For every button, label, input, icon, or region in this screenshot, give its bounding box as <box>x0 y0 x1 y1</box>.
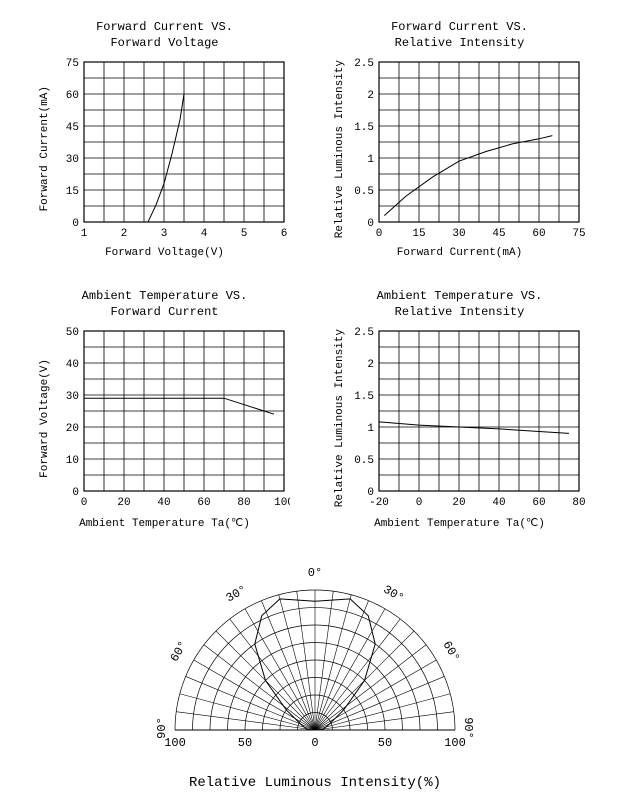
svg-text:40: 40 <box>157 497 170 509</box>
polar-xlabel: Relative Luminous Intensity(%) <box>189 775 441 791</box>
chart-4-xlabel: Ambient Temperature Ta(℃) <box>374 516 545 530</box>
svg-text:20: 20 <box>452 497 465 509</box>
chart-3-xlabel: Ambient Temperature Ta(℃) <box>79 516 250 530</box>
svg-text:0: 0 <box>72 218 79 230</box>
polar-chart: 90°60°30°0°30°60°90°10050050100 Relative… <box>20 560 610 791</box>
svg-text:60: 60 <box>532 497 545 509</box>
svg-text:40: 40 <box>492 497 505 509</box>
svg-text:60°: 60° <box>440 639 463 665</box>
svg-text:2: 2 <box>367 90 374 102</box>
svg-text:15: 15 <box>66 186 79 198</box>
svg-text:0.5: 0.5 <box>354 186 374 198</box>
svg-text:4: 4 <box>201 228 208 240</box>
svg-text:1: 1 <box>81 228 88 240</box>
svg-text:2.5: 2.5 <box>354 327 374 339</box>
polar-svg: 90°60°30°0°30°60°90°10050050100 <box>135 560 495 770</box>
svg-text:0: 0 <box>416 497 423 509</box>
svg-text:100: 100 <box>444 736 466 750</box>
svg-text:75: 75 <box>572 228 585 240</box>
chart-3-svg: 0 20 40 60 80 100 0 10 20 30 40 50 <box>56 325 290 511</box>
svg-text:30: 30 <box>66 391 79 403</box>
svg-text:20: 20 <box>66 423 79 435</box>
svg-text:100: 100 <box>164 736 186 750</box>
svg-text:1: 1 <box>367 154 374 166</box>
svg-text:5: 5 <box>241 228 248 240</box>
svg-text:0°: 0° <box>308 566 322 580</box>
chart-2: Forward Current VS. Relative Intensity R… <box>322 20 597 259</box>
chart-1-svg: 12345601530456075 <box>56 56 290 242</box>
svg-text:2: 2 <box>121 228 128 240</box>
svg-text:30°: 30° <box>224 583 250 606</box>
svg-text:10: 10 <box>66 455 79 467</box>
svg-text:50: 50 <box>66 327 79 339</box>
chart-3: Ambient Temperature VS. Forward Current … <box>33 289 296 530</box>
chart-4-ylabel: Relative Luminous Intensity <box>334 329 346 507</box>
svg-text:15: 15 <box>412 228 425 240</box>
chart-4-title: Ambient Temperature VS. Relative Intensi… <box>377 289 543 320</box>
chart-4: Ambient Temperature VS. Relative Intensi… <box>322 289 597 530</box>
svg-text:75: 75 <box>66 58 79 70</box>
svg-text:1: 1 <box>367 423 374 435</box>
svg-text:50: 50 <box>238 736 252 750</box>
svg-text:1.5: 1.5 <box>354 122 374 134</box>
svg-text:0: 0 <box>311 736 318 750</box>
chart-1-ylabel: Forward Current(mA) <box>39 86 51 211</box>
chart-1: Forward Current VS. Forward Voltage Forw… <box>33 20 296 259</box>
chart-3-ylabel: Forward Voltage(V) <box>39 359 51 478</box>
chart-1-xlabel: Forward Voltage(V) <box>105 247 224 259</box>
chart-row-1: Forward Current VS. Forward Voltage Forw… <box>20 20 610 259</box>
svg-text:45: 45 <box>66 122 79 134</box>
svg-text:50: 50 <box>378 736 392 750</box>
svg-text:6: 6 <box>281 228 288 240</box>
svg-text:0: 0 <box>81 497 88 509</box>
svg-text:100: 100 <box>274 497 290 509</box>
chart-2-title: Forward Current VS. Relative Intensity <box>391 20 528 51</box>
chart-2-xlabel: Forward Current(mA) <box>397 247 522 259</box>
svg-text:0: 0 <box>367 487 374 499</box>
svg-text:0: 0 <box>72 487 79 499</box>
svg-text:30: 30 <box>452 228 465 240</box>
svg-text:0.5: 0.5 <box>354 455 374 467</box>
svg-text:0: 0 <box>376 228 383 240</box>
svg-text:60: 60 <box>197 497 210 509</box>
chart-4-svg: -2002040608000.511.522.5 <box>351 325 585 511</box>
svg-text:1.5: 1.5 <box>354 391 374 403</box>
svg-text:60°: 60° <box>168 639 191 665</box>
svg-text:2: 2 <box>367 359 374 371</box>
svg-text:80: 80 <box>572 497 585 509</box>
chart-2-svg: 0 15 30 45 60 75 0 0.5 1 1.5 2 2.5 <box>351 56 585 242</box>
svg-text:60: 60 <box>532 228 545 240</box>
svg-text:30: 30 <box>66 154 79 166</box>
svg-text:80: 80 <box>237 497 250 509</box>
svg-text:30°: 30° <box>381 583 407 606</box>
svg-text:40: 40 <box>66 359 79 371</box>
svg-text:0: 0 <box>367 218 374 230</box>
chart-row-2: Ambient Temperature VS. Forward Current … <box>20 289 610 530</box>
chart-1-title: Forward Current VS. Forward Voltage <box>96 20 233 51</box>
svg-text:20: 20 <box>117 497 130 509</box>
svg-text:3: 3 <box>161 228 168 240</box>
chart-2-ylabel: Relative Luminous Intensity <box>334 60 346 238</box>
svg-text:45: 45 <box>492 228 505 240</box>
svg-text:2.5: 2.5 <box>354 58 374 70</box>
chart-3-title: Ambient Temperature VS. Forward Current <box>82 289 248 320</box>
svg-text:60: 60 <box>66 90 79 102</box>
